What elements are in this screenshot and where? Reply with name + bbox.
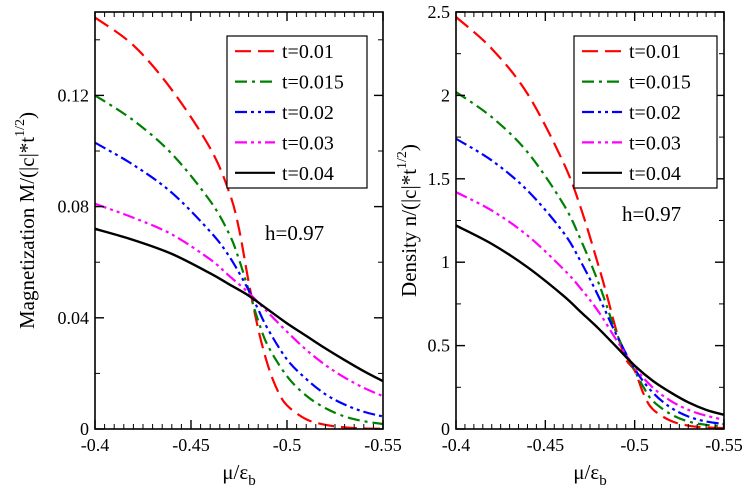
density-panel: -0.4 -0.45 -0.5 -0.55 0 0.5 1 1.5 2 2.5 μ/εb Densit… — [395, 2, 743, 489]
series-line-t-0-04 — [95, 227, 383, 383]
legend: t=0.01 t=0.015 t=0.02 t=0.03 t=0.04 — [573, 35, 718, 189]
x-tick-label: -0.4 — [442, 435, 471, 455]
x-tick-label: -0.55 — [364, 435, 402, 455]
legend-label: t=0.03 — [629, 132, 681, 154]
legend-label: t=0.04 — [282, 163, 334, 185]
series-line-t-0-03 — [95, 202, 383, 398]
legend-label: t=0.04 — [629, 163, 681, 185]
curves — [456, 16, 724, 429]
series-line-t-0-01 — [95, 16, 383, 429]
series-line-t-0-02 — [95, 141, 383, 418]
y-tick-label: 0.12 — [58, 85, 90, 105]
legend-label: t=0.01 — [282, 41, 334, 63]
x-tick-label: -0.5 — [620, 435, 649, 455]
x-tick-label: -0.45 — [172, 435, 210, 455]
h-annotation: h=0.97 — [265, 221, 324, 245]
y-tick-label: 0.08 — [58, 197, 90, 217]
series-line-t-0-03 — [456, 191, 724, 421]
y-tick-label: 1.5 — [428, 169, 451, 189]
y-tick-label: 1 — [441, 252, 450, 272]
x-tick-label: -0.4 — [81, 435, 110, 455]
y-tick-label: 0.04 — [58, 308, 90, 328]
x-axis-label: μ/εb — [573, 460, 606, 489]
y-tick-label: 2.5 — [428, 2, 451, 22]
x-tick-label: -0.5 — [273, 435, 302, 455]
h-annotation: h=0.97 — [622, 202, 681, 226]
y-tick-label: 0.5 — [428, 336, 451, 356]
legend-box — [226, 35, 368, 189]
y-axis-label: Density n/(|c|*t1/2) — [395, 144, 421, 297]
curves — [95, 16, 383, 429]
legend-box — [573, 35, 718, 189]
y-tick-label: 0 — [441, 419, 450, 439]
legend-label: t=0.03 — [282, 132, 334, 154]
x-tick-label: -0.55 — [705, 435, 743, 455]
legend-label: t=0.02 — [629, 102, 681, 124]
x-axis-label: μ/εb — [222, 460, 255, 489]
y-axis-label: Magnetization M/(|c|*t1/2) — [13, 112, 39, 329]
y-tick-label: 2 — [441, 85, 450, 105]
series-line-t-0-02 — [456, 137, 724, 426]
x-tick-label: -0.45 — [527, 435, 565, 455]
magnetization-panel: -0.4 -0.45 -0.5 -0.55 0 0.04 0.08 0.12 μ/εb Magne… — [13, 11, 402, 489]
legend-label: t=0.02 — [282, 102, 334, 124]
series-line-t-0-04 — [456, 224, 724, 416]
y-tick-label: 0 — [80, 419, 89, 439]
legend-label: t=0.01 — [629, 41, 681, 63]
legend-label: t=0.015 — [282, 72, 344, 94]
legend: t=0.01 t=0.015 t=0.02 t=0.03 t=0.04 — [226, 35, 368, 189]
legend-label: t=0.015 — [629, 72, 691, 94]
